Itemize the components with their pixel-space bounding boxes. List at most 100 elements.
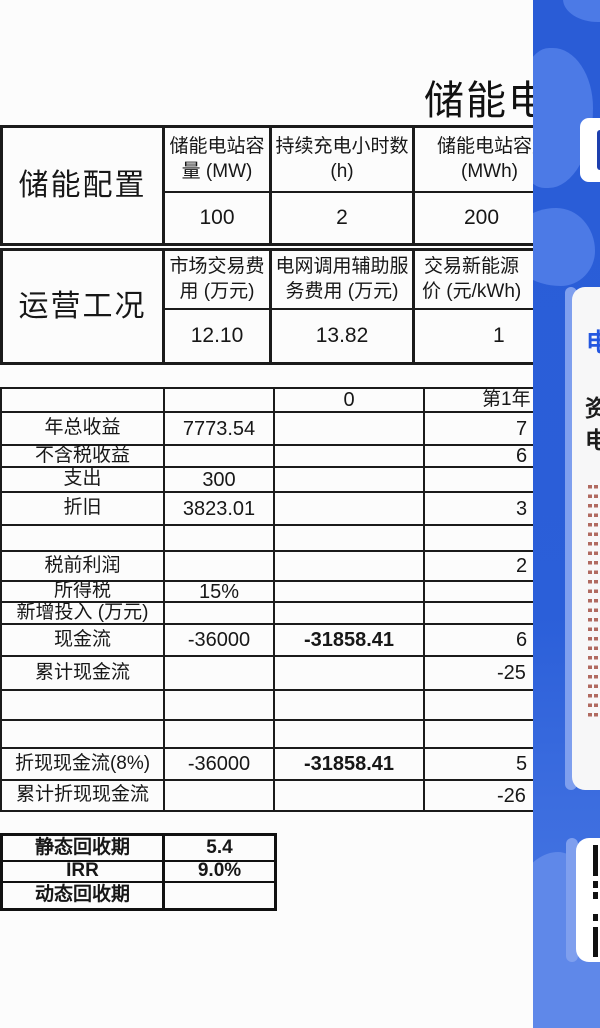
cashflow-header-c4: 第1年: [425, 389, 600, 413]
cashflow-cell: [165, 781, 275, 810]
cashflow-cell: [275, 413, 425, 446]
red-dotted-column: [594, 485, 598, 721]
operation-col2-value: 13.82: [272, 310, 415, 362]
cashflow-row-label: 现金流: [2, 625, 165, 657]
cashflow-row-label: 累计折现现金流: [2, 781, 165, 810]
operation-col3-h2: 价 (元/kWh): [422, 280, 522, 302]
operation-row-header: 运营工况: [3, 251, 165, 362]
config-col2-h2: (h): [330, 160, 354, 182]
config-col3-header: 储能电站容量 (MWh): [415, 128, 600, 193]
card-shadow-band: [566, 838, 578, 962]
side-panel[interactable]: 电 资 电: [533, 0, 600, 1028]
summary-row-value: [165, 883, 274, 908]
cashflow-cell: [275, 446, 425, 468]
cashflow-cell: 5: [425, 749, 600, 781]
cashflow-cell: 300: [165, 468, 275, 493]
cashflow-cell: [275, 526, 425, 552]
panel-bottom-card[interactable]: [576, 838, 600, 962]
clipped-text-glyph: [593, 845, 598, 876]
operation-col2-h2: 务费用 (万元): [285, 280, 399, 302]
summary-table: 静态回收期 5.4 IRR 9.0% 动态回收期: [0, 833, 277, 911]
cashflow-row-label: [2, 721, 165, 749]
cashflow-row-label: 新增投入 (万元): [2, 602, 165, 625]
operation-col1-header: 市场交易费 用 (万元): [165, 251, 272, 310]
cashflow-cell: 6: [425, 445, 600, 468]
cashflow-cell: [275, 691, 425, 721]
cashflow-cell: [165, 552, 275, 582]
panel-info-card[interactable]: 电 资 电: [572, 287, 600, 790]
cashflow-row-label: 税前利润: [2, 552, 165, 582]
operation-col2-h1: 电网调用辅助服: [275, 255, 409, 277]
app-icon-glyph: [597, 130, 600, 170]
cashflow-cell: [165, 526, 275, 552]
cashflow-row-label: 累计现金流: [2, 657, 165, 691]
cashflow-cell: 15%: [165, 581, 275, 603]
config-col3-h2: (MWh): [461, 160, 518, 182]
config-table: 储能配置 储能电站容 量 (MW) 持续充电小时数 (h) 储能电站容量 (MW…: [0, 125, 600, 246]
cashflow-row-label: 支出: [2, 468, 165, 493]
cashflow-header-c3: 0: [275, 389, 425, 413]
cashflow-row-label: 折旧: [2, 493, 165, 526]
summary-row-value: 5.4: [165, 836, 274, 862]
summary-row-value: 9.0%: [165, 860, 274, 883]
cashflow-cell: [425, 582, 600, 603]
cashflow-cell: [425, 721, 600, 749]
cashflow-cell: [425, 603, 600, 625]
config-col3-h1: 储能电站容量: [437, 135, 552, 157]
config-col3-value: 200: [464, 206, 500, 230]
config-row-header: 储能配置: [3, 128, 165, 243]
page-title: 储能电: [424, 79, 550, 123]
config-col1-h1: 储能电站容: [169, 135, 265, 157]
summary-row-label: 动态回收期: [3, 883, 165, 908]
operation-table: 运营工况 市场交易费 用 (万元) 电网调用辅助服 务费用 (万元) 交易新能源…: [0, 248, 600, 365]
cashflow-cell: [165, 721, 275, 749]
cashflow-row-label: 年总收益: [2, 413, 165, 446]
cashflow-cell: [425, 691, 600, 721]
clipped-text-glyph: [593, 927, 598, 957]
operation-col1-h2: 用 (万元): [179, 280, 255, 302]
cashflow-cell: [275, 657, 425, 691]
cashflow-cell: [165, 446, 275, 468]
clipped-text-glyph: [593, 914, 598, 921]
operation-col1-h1: 市场交易费: [169, 255, 265, 277]
cashflow-cell: 7: [425, 413, 600, 446]
cashflow-cell: [275, 781, 425, 810]
panel-card-heading: 电: [586, 329, 600, 357]
config-col1-value: 100: [165, 193, 272, 243]
decorative-blob: [563, 0, 600, 22]
panel-card-line1: 资: [585, 395, 600, 421]
operation-col3-header: 交易新能源 价 (元/kWh): [415, 251, 600, 310]
config-col1-header: 储能电站容 量 (MW): [165, 128, 272, 193]
cashflow-cell: [275, 582, 425, 603]
config-col1-h2: 量 (MW): [181, 160, 253, 182]
cashflow-cell: -31858.41: [275, 749, 425, 781]
cashflow-cell: 2: [425, 552, 600, 582]
cashflow-cell: 3: [425, 493, 600, 526]
config-col2-header: 持续充电小时数 (h): [272, 128, 415, 193]
cashflow-cell: [425, 468, 600, 493]
operation-col2-header: 电网调用辅助服 务费用 (万元): [272, 251, 415, 310]
operation-col3-h1: 交易新能源: [424, 255, 520, 277]
cashflow-cell: 3823.01: [165, 493, 275, 526]
summary-row-label: 静态回收期: [3, 836, 165, 862]
panel-app-icon[interactable]: [580, 118, 600, 182]
cashflow-row-label: 折现现金流(8%): [2, 749, 165, 781]
clipped-text-glyph: [593, 881, 598, 888]
cashflow-cell: 7773.54: [165, 413, 275, 446]
cashflow-cell: [275, 493, 425, 526]
cashflow-table: 0 第1年 年总收益 7773.54 7 不含税收益 6 支出 300 折旧 3…: [0, 387, 600, 812]
cashflow-row-label: 所得税: [2, 580, 165, 603]
cashflow-cell: [275, 603, 425, 625]
cashflow-header-c2: [165, 389, 275, 413]
panel-card-line2: 电: [585, 427, 600, 453]
cashflow-cell: -36000: [165, 625, 275, 657]
cashflow-cell: -31858.41: [275, 625, 425, 657]
cashflow-cell: -26: [497, 784, 526, 807]
cashflow-cell: [165, 603, 275, 625]
config-col2-h1: 持续充电小时数: [275, 135, 409, 157]
cashflow-cell: [165, 657, 275, 691]
cashflow-cell: -25: [425, 657, 600, 691]
cashflow-row-label: 不含税收益: [2, 445, 165, 468]
cashflow-cell: [275, 468, 425, 493]
cashflow-header-label: [2, 389, 165, 413]
